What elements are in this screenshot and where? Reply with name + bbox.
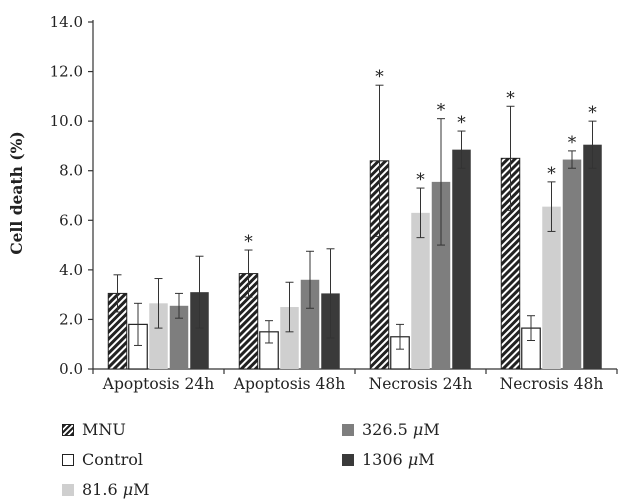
significance-marker: * — [568, 133, 577, 153]
significance-marker: * — [588, 103, 597, 123]
bar — [452, 149, 471, 369]
bar — [280, 307, 299, 369]
bar — [190, 292, 209, 369]
bar — [431, 181, 451, 369]
x-tick-label: Apoptosis 24h — [102, 375, 214, 393]
bar — [149, 303, 168, 369]
y-tick-label: 6.0 — [59, 211, 83, 229]
y-tick-label: 12.0 — [50, 63, 83, 81]
y-axis-label: Cell death (%) — [7, 131, 26, 254]
significance-marker: * — [244, 232, 253, 252]
y-tick-label: 2.0 — [59, 310, 83, 328]
x-tick-label: Apoptosis 48h — [233, 375, 345, 393]
significance-marker: * — [416, 170, 425, 190]
bar — [169, 305, 189, 369]
x-tick-label: Necrosis 48h — [500, 375, 604, 393]
bar — [411, 212, 430, 369]
y-tick-label: 8.0 — [59, 162, 83, 180]
bar — [300, 279, 320, 369]
y-tick-label: 14.0 — [50, 13, 83, 31]
significance-marker: * — [547, 164, 556, 184]
y-tick-label: 10.0 — [50, 112, 83, 130]
significance-marker: * — [437, 101, 446, 121]
significance-marker: * — [375, 67, 384, 87]
significance-marker: * — [457, 113, 466, 133]
bar — [562, 159, 582, 369]
bar — [583, 144, 602, 369]
x-tick-label: Necrosis 24h — [369, 375, 473, 393]
y-tick-label: 4.0 — [59, 261, 83, 279]
y-tick-label: 0.0 — [59, 360, 83, 378]
significance-marker: * — [506, 88, 515, 108]
bar — [542, 206, 561, 369]
